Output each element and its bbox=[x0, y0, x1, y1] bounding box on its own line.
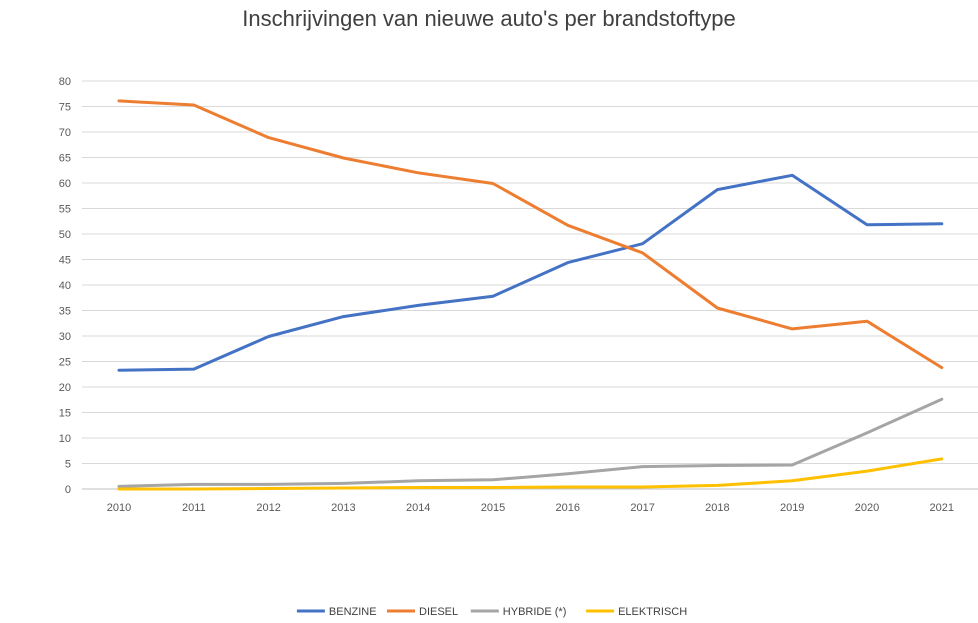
x-tick-label: 2012 bbox=[256, 502, 280, 514]
series-line-hybride bbox=[117, 397, 944, 488]
x-tick-label: 2016 bbox=[556, 502, 580, 514]
y-tick-label: 25 bbox=[59, 357, 71, 369]
x-tick-label: 2018 bbox=[705, 502, 729, 514]
y-tick-label: 0 bbox=[65, 484, 71, 496]
y-tick-label: 10 bbox=[59, 433, 71, 445]
x-tick-label: 2013 bbox=[331, 502, 355, 514]
x-tick-label: 2014 bbox=[406, 502, 430, 514]
legend-label-hybride: HYBRIDE (*) bbox=[503, 606, 567, 618]
y-tick-label: 40 bbox=[59, 280, 71, 292]
x-tick-label: 2020 bbox=[855, 502, 879, 514]
y-tick-label: 70 bbox=[59, 127, 71, 139]
y-tick-label: 45 bbox=[59, 255, 71, 267]
y-tick-label: 5 bbox=[65, 459, 71, 471]
x-tick-label: 2011 bbox=[182, 502, 206, 514]
y-tick-label: 75 bbox=[59, 102, 71, 114]
series-line-diesel bbox=[117, 99, 944, 370]
x-tick-label: 2017 bbox=[630, 502, 654, 514]
y-tick-label: 60 bbox=[59, 178, 71, 190]
y-tick-label: 15 bbox=[59, 408, 71, 420]
series-line-benzine bbox=[117, 173, 944, 372]
y-tick-label: 50 bbox=[59, 229, 71, 241]
y-tick-label: 30 bbox=[59, 331, 71, 343]
legend-label-diesel: DIESEL bbox=[419, 606, 458, 618]
x-tick-label: 2021 bbox=[930, 502, 954, 514]
y-tick-label: 20 bbox=[59, 382, 71, 394]
y-tick-label: 80 bbox=[59, 76, 71, 88]
series-line-elektrisch bbox=[117, 457, 944, 491]
x-tick-label: 2015 bbox=[481, 502, 505, 514]
y-tick-label: 65 bbox=[59, 153, 71, 165]
legend-label-benzine: BENZINE bbox=[329, 606, 377, 618]
chart-title: Inschrijvingen van nieuwe auto's per bra… bbox=[242, 6, 736, 31]
x-tick-label: 2010 bbox=[107, 502, 131, 514]
y-tick-label: 35 bbox=[59, 306, 71, 318]
legend-label-elektrisch: ELEKTRISCH bbox=[618, 606, 687, 618]
y-tick-label: 55 bbox=[59, 204, 71, 216]
x-tick-label: 2019 bbox=[780, 502, 804, 514]
